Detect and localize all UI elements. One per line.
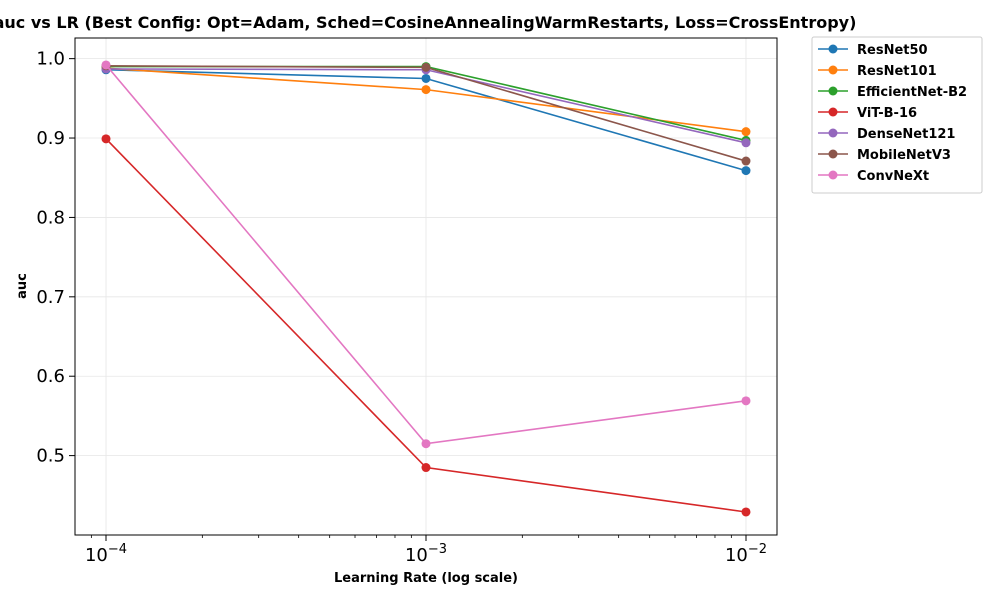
data-point bbox=[421, 73, 431, 83]
y-tick-label: 0.8 bbox=[36, 207, 65, 228]
data-point bbox=[741, 156, 751, 166]
y-tick-label: 0.5 bbox=[36, 446, 65, 467]
x-tick-label: 10−3 bbox=[405, 542, 447, 566]
legend-swatch-marker bbox=[828, 149, 838, 159]
legend-item: ResNet101 bbox=[818, 64, 937, 79]
data-point bbox=[101, 60, 111, 70]
legend-label: ResNet101 bbox=[857, 64, 937, 79]
data-point bbox=[741, 166, 751, 176]
legend-label: MobileNetV3 bbox=[857, 148, 951, 163]
data-point bbox=[741, 507, 751, 517]
grid bbox=[75, 38, 777, 535]
y-axis-label: auc bbox=[15, 273, 30, 299]
data-point bbox=[421, 85, 431, 95]
data-point bbox=[101, 134, 111, 144]
legend-swatch-marker bbox=[828, 44, 838, 54]
legend-label: ResNet50 bbox=[857, 43, 928, 58]
series-layer bbox=[101, 60, 751, 517]
series-vit-b-16 bbox=[101, 134, 751, 517]
x-tick-label: 10−2 bbox=[725, 542, 767, 566]
legend-swatch-marker bbox=[828, 65, 838, 75]
legend-item: ConvNeXt bbox=[818, 169, 929, 184]
x-tick-label: 10−4 bbox=[85, 542, 127, 566]
x-axis-label: Learning Rate (log scale) bbox=[334, 571, 518, 586]
legend-item: ViT-B-16 bbox=[818, 106, 917, 121]
legend-item: MobileNetV3 bbox=[818, 148, 951, 163]
legend-swatch-marker bbox=[828, 128, 838, 138]
y-tick-label: 0.9 bbox=[36, 128, 65, 149]
legend-label: ViT-B-16 bbox=[857, 106, 917, 121]
y-tick-label: 0.7 bbox=[36, 287, 65, 308]
data-point bbox=[421, 62, 431, 72]
legend-label: ConvNeXt bbox=[857, 169, 929, 184]
legend-label: EfficientNet-B2 bbox=[857, 85, 967, 100]
data-point bbox=[741, 138, 751, 148]
y-tick-label: 0.6 bbox=[36, 366, 65, 387]
data-point bbox=[741, 127, 751, 137]
legend: ResNet50 ResNet101 EfficientNet-B2 ViT-B-16… bbox=[811, 36, 983, 194]
data-point bbox=[741, 396, 751, 406]
series-convnext bbox=[101, 60, 751, 449]
legend-box bbox=[811, 36, 983, 194]
legend-swatch-marker bbox=[828, 86, 838, 96]
data-point bbox=[421, 463, 431, 473]
y-tick-label: 1.0 bbox=[36, 49, 65, 70]
tick-labels: 10−4 10−3 10−2 0.5 0.6 0.7 0.8 0.9 1.0 bbox=[36, 49, 767, 566]
legend-item: ResNet50 bbox=[818, 43, 928, 58]
legend-item: DenseNet121 bbox=[818, 127, 955, 142]
legend-swatch-marker bbox=[828, 170, 838, 180]
legend-swatch-marker bbox=[828, 107, 838, 117]
data-point bbox=[421, 439, 431, 449]
chart-title: auc vs LR (Best Config: Opt=Adam, Sched=… bbox=[0, 13, 856, 32]
legend-label: DenseNet121 bbox=[857, 127, 955, 142]
axes bbox=[69, 37, 778, 541]
legend-item: EfficientNet-B2 bbox=[818, 85, 967, 100]
